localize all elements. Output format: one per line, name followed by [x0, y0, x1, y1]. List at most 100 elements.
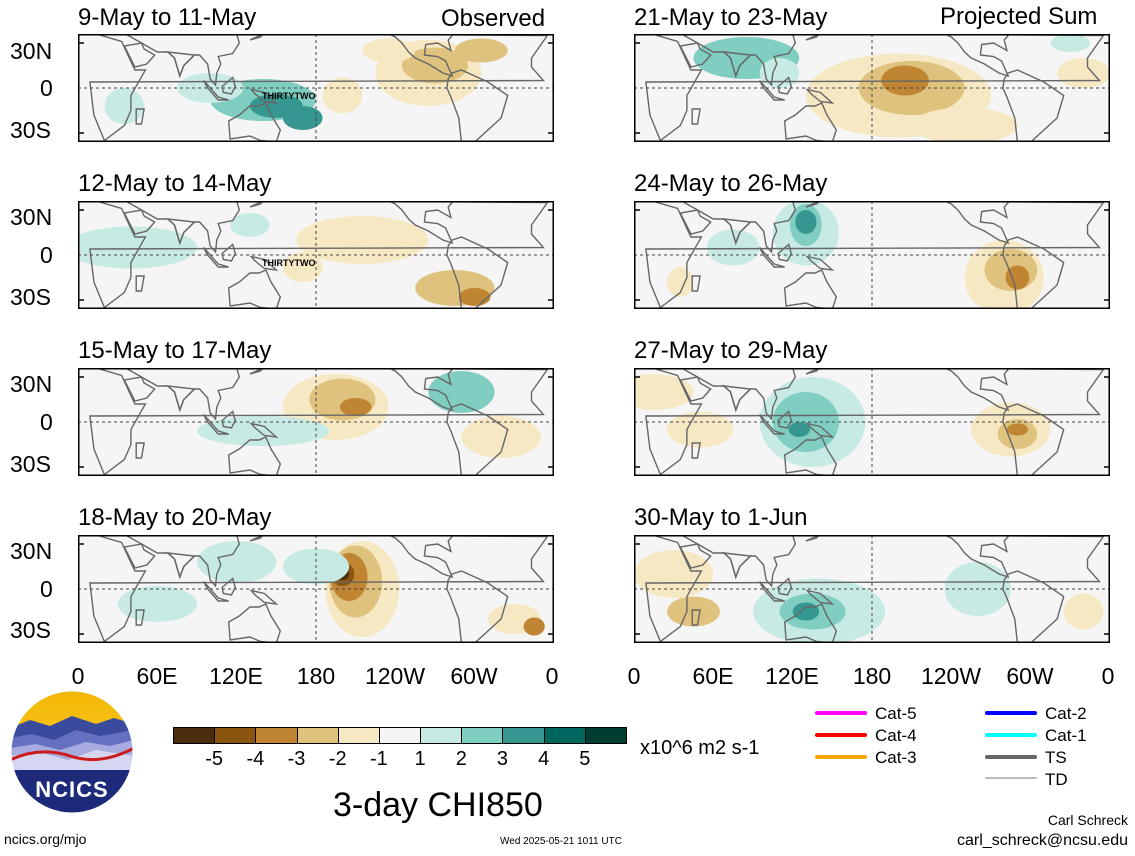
footer-url[interactable]: ncics.org/mjo — [4, 831, 87, 847]
coastline — [758, 414, 785, 435]
lat-label-eq: 0 — [40, 576, 53, 602]
legend-label: Cat-2 — [1045, 704, 1087, 723]
legend-line — [985, 777, 1037, 779]
coastline — [783, 436, 838, 476]
coastline — [446, 570, 509, 643]
colorbar-tick-label: -3 — [287, 748, 306, 770]
coastline — [783, 102, 838, 142]
negative-anomaly — [117, 586, 197, 622]
coastline — [202, 581, 229, 602]
map-panel-8 — [634, 535, 1110, 643]
lat-label-eq: 0 — [40, 409, 53, 435]
coastline — [135, 609, 145, 626]
map-frame — [634, 535, 1110, 643]
map-svg — [634, 535, 1110, 643]
coastline — [165, 385, 196, 413]
colorbar-swatch — [255, 727, 298, 744]
coastline — [446, 69, 509, 142]
coastline — [227, 603, 282, 643]
coastline — [944, 201, 1011, 245]
coastline — [777, 410, 793, 429]
coastline — [777, 577, 793, 596]
lat-label-30n: 30N — [10, 204, 53, 230]
map-frame — [634, 368, 1110, 476]
coastline — [446, 236, 509, 309]
legend-label: Cat-3 — [875, 748, 917, 767]
coastline — [673, 368, 797, 421]
coastline — [721, 51, 752, 79]
lon-label: 180 — [296, 663, 336, 689]
coastline — [673, 34, 797, 87]
coastline — [165, 51, 196, 79]
coastline — [691, 108, 701, 125]
positive-anomaly — [634, 550, 714, 598]
coastline — [805, 535, 820, 542]
coastline — [679, 42, 712, 68]
legend-line — [985, 733, 1037, 737]
colorbar-tick-label: -4 — [246, 748, 265, 770]
lat-label-30s: 30S — [10, 451, 51, 477]
map-svg — [78, 368, 554, 476]
ncics-logo: NCICS — [10, 690, 134, 819]
coastline — [227, 102, 282, 142]
positive-anomaly — [339, 398, 372, 416]
coastline — [758, 80, 785, 101]
lon-label: 120E — [209, 663, 263, 689]
legend-label: Cat-4 — [875, 726, 917, 745]
coastline — [944, 368, 1011, 412]
colorbar-swatch — [543, 727, 586, 744]
coastline — [777, 243, 793, 262]
panel-title: 15-May to 17-May — [78, 337, 272, 364]
coastline — [446, 403, 509, 476]
coastline — [249, 88, 279, 104]
lat-label-30s: 30S — [10, 617, 51, 643]
coastline — [165, 552, 196, 580]
negative-anomaly — [1050, 34, 1091, 52]
colorbar-tick-label: 1 — [414, 748, 426, 770]
coastline — [673, 535, 797, 588]
coastline — [944, 535, 1011, 579]
email[interactable]: carl_schreck@ncsu.edu — [957, 832, 1128, 849]
coastline — [805, 201, 820, 208]
map-panel-2 — [78, 201, 554, 309]
map-svg — [634, 201, 1110, 309]
coastline — [805, 422, 835, 438]
negative-anomaly — [78, 226, 197, 269]
coastline — [202, 80, 229, 101]
map-frame — [634, 34, 1110, 142]
coastline — [117, 368, 241, 421]
coastline — [135, 108, 145, 125]
coastline — [805, 88, 835, 104]
lat-label-30s: 30S — [10, 284, 51, 310]
coastline — [135, 275, 145, 292]
storm-legend: Cat-5 Cat-4 Cat-3 Cat-2 Cat-1 TS TD — [815, 704, 1135, 794]
colorbar-swatch — [337, 727, 380, 744]
positive-anomaly — [1063, 593, 1104, 630]
map-svg — [78, 535, 554, 643]
coastline — [679, 543, 712, 569]
positive-anomaly — [322, 77, 363, 114]
legend-line — [985, 755, 1037, 759]
coastline — [227, 269, 282, 309]
colorbar-swatch — [420, 727, 463, 744]
coastline — [1002, 69, 1065, 142]
map-frame — [78, 535, 554, 643]
lat-label-eq: 0 — [40, 242, 53, 268]
coastline — [805, 34, 820, 41]
coastline — [679, 209, 712, 235]
coastline — [691, 275, 701, 292]
coastline — [165, 218, 196, 246]
coastline — [227, 436, 282, 476]
map-frame — [78, 34, 554, 142]
legend-line — [815, 711, 867, 715]
storm-label: THIRTYTWO — [262, 258, 316, 268]
coastline — [805, 255, 835, 271]
colorbar — [173, 727, 627, 744]
map-svg — [634, 34, 1110, 142]
positive-anomaly — [523, 617, 545, 636]
panel-title: 12-May to 14-May — [78, 170, 272, 197]
colorbar-swatch — [461, 727, 504, 744]
map-panel-4 — [78, 535, 554, 643]
main-title: 3-day CHI850 — [333, 786, 543, 824]
positive-anomaly — [1005, 265, 1030, 290]
